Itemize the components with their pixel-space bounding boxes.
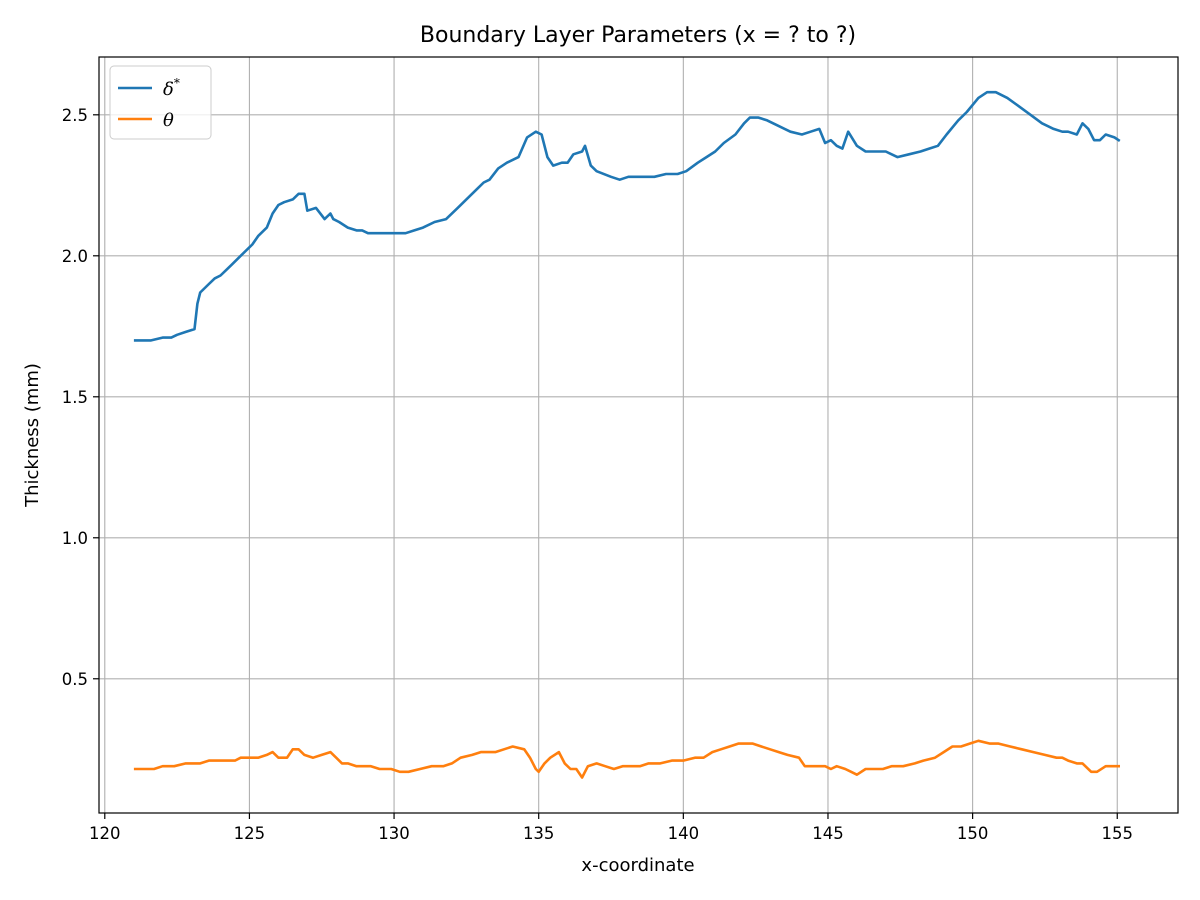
x-tick-label-6: 150 (957, 824, 989, 843)
legend-frame (109, 65, 212, 140)
x-tick-label-5: 145 (812, 824, 844, 843)
legend-label-delta-star: δ* (163, 76, 180, 100)
plot-frame (98, 56, 1179, 814)
legend-label-theta: θ (163, 110, 174, 131)
series-line-delta-star (133, 90, 1121, 342)
y-tick-label-1: 1.0 (62, 529, 88, 548)
x-tick-label-4: 140 (668, 824, 700, 843)
x-axis-label: x-coordinate (581, 855, 694, 876)
series-line-theta (133, 739, 1120, 779)
chart-title: Boundary Layer Parameters (x = ? to ?) (420, 23, 856, 48)
x-tick-label-3: 135 (523, 824, 555, 843)
x-tick-label-0: 120 (89, 824, 121, 843)
series-layer (133, 90, 1121, 779)
legend-label-delta-superscript: * (174, 76, 180, 90)
grid-lines (99, 57, 1178, 813)
x-axis: 120 125 130 135 140 145 150 155 (89, 813, 1133, 843)
legend: δ* θ (109, 65, 212, 140)
y-tick-label-0: 0.5 (62, 670, 88, 689)
x-tick-label-7: 155 (1102, 824, 1134, 843)
x-tick-label-2: 130 (378, 824, 410, 843)
x-tick-label-1: 125 (234, 824, 266, 843)
legend-label-theta-base: θ (163, 110, 174, 131)
y-tick-label-2: 1.5 (62, 388, 88, 407)
y-tick-label-3: 2.0 (62, 247, 88, 266)
y-axis: 0.5 1.0 1.5 2.0 2.5 (62, 106, 99, 689)
y-tick-label-4: 2.5 (62, 106, 88, 125)
y-axis-label: Thickness (mm) (22, 363, 43, 508)
legend-label-delta-base: δ (163, 79, 174, 100)
plot-area (99, 57, 1178, 813)
